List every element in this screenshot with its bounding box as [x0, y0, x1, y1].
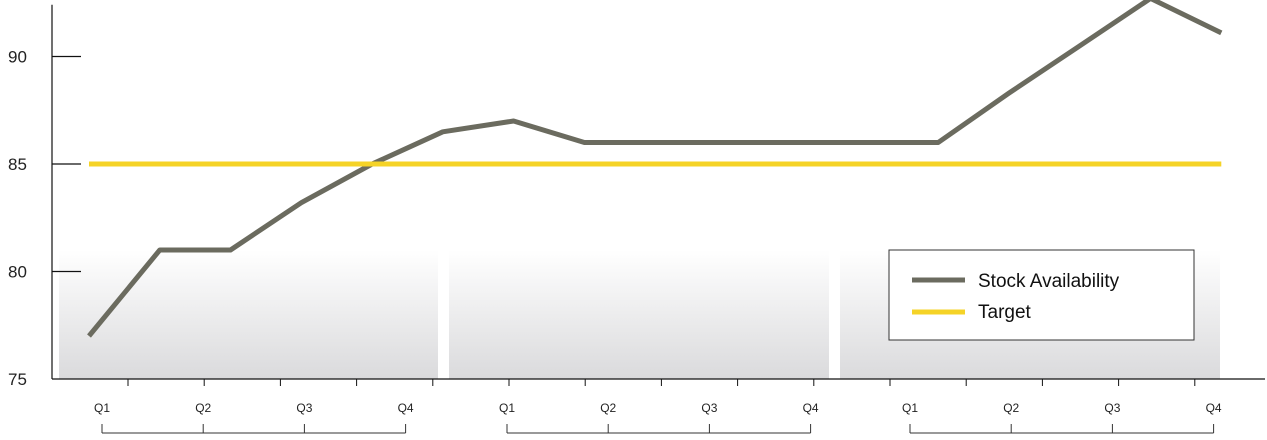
x-tick-label-5: Q1 [499, 401, 515, 415]
x-tick-label-11: Q3 [1104, 401, 1120, 415]
x-tick-label-2: Q2 [195, 401, 211, 415]
series-line-stock-availability [87, 0, 1223, 338]
legend-label-target: Target [978, 302, 1032, 323]
background-band-2 [449, 250, 829, 379]
x-tick-label-6: Q2 [600, 401, 616, 415]
x-tick-label-10: Q2 [1003, 401, 1019, 415]
y-tick-label-90: 90 [8, 48, 27, 67]
axes: 75 80 85 90 [8, 4, 1265, 389]
series-layer [87, 0, 1223, 338]
x-tick-label-12: Q4 [1206, 401, 1222, 415]
x-tick-label-4: Q4 [398, 401, 414, 415]
y-tick-label-75: 75 [8, 370, 27, 389]
y-tick-label-85: 85 [8, 155, 27, 174]
x-tick-label-3: Q3 [296, 401, 312, 415]
x-tick-label-7: Q3 [701, 401, 717, 415]
legend-label-stock-availability: Stock Availability [978, 271, 1120, 292]
x-tick-label-8: Q4 [803, 401, 819, 415]
legend-box [888, 249, 1195, 341]
legend: Stock Availability Target [888, 249, 1195, 341]
x-tick-label-1: Q1 [94, 401, 110, 415]
background-band-1 [59, 250, 438, 379]
y-tick-label-80: 80 [8, 263, 27, 282]
x-tick-label-9: Q1 [902, 401, 918, 415]
x-axis-ticks: Q1 Q2 Q3 Q4 Q1 Q2 Q3 Q4 Q1 Q2 Q3 Q4 [94, 379, 1222, 434]
